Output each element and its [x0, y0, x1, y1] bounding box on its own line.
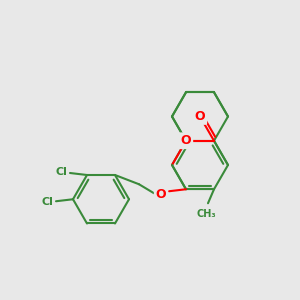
Text: O: O [181, 134, 191, 147]
Text: Cl: Cl [55, 167, 67, 177]
Text: O: O [195, 110, 205, 123]
Text: O: O [156, 188, 166, 201]
Text: CH₃: CH₃ [196, 209, 216, 219]
Text: Cl: Cl [41, 197, 53, 207]
